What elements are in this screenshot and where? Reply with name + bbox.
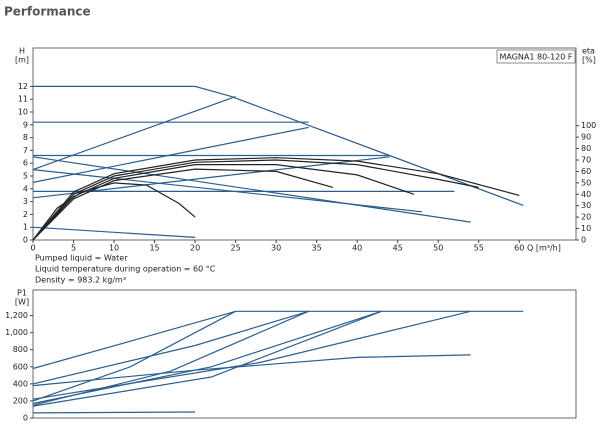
curve bbox=[33, 85, 524, 206]
plot-frame bbox=[32, 289, 577, 419]
y-tick-label: 11 bbox=[18, 95, 28, 104]
curve bbox=[32, 159, 479, 241]
x-tick-label: 15 bbox=[149, 244, 159, 253]
y-axis-label: P1 bbox=[17, 289, 27, 298]
x-tick-label: 55 bbox=[474, 244, 484, 253]
y2-tick-label: 90 bbox=[581, 133, 591, 142]
curve bbox=[32, 157, 520, 241]
curve bbox=[32, 164, 415, 241]
page-title: Performance bbox=[4, 5, 91, 19]
curve bbox=[32, 310, 382, 405]
y-tick-label: 0 bbox=[23, 414, 28, 423]
x-tick-label: 0 bbox=[30, 244, 35, 253]
y-tick-label: 8 bbox=[23, 133, 28, 142]
y2-tick-label: 10 bbox=[581, 224, 591, 233]
curve bbox=[32, 96, 236, 171]
x-tick-label: 40 bbox=[352, 244, 362, 253]
x-tick-label: 30 bbox=[271, 244, 281, 253]
y-axis-unit: [W] bbox=[15, 298, 29, 307]
y-tick-label: 1 bbox=[23, 223, 28, 232]
note: Liquid temperature during operation = 60… bbox=[35, 265, 216, 274]
curve bbox=[32, 310, 524, 370]
x-tick-label: 20 bbox=[190, 244, 200, 253]
y-tick-label: 800 bbox=[13, 345, 28, 354]
y-tick-label: 2 bbox=[23, 210, 28, 219]
note: Pumped liquid = Water bbox=[35, 254, 128, 263]
x-tick-label: 45 bbox=[393, 244, 403, 253]
y-tick-label: 400 bbox=[13, 379, 28, 388]
y-tick-label: 3 bbox=[23, 197, 28, 206]
curve bbox=[32, 168, 334, 241]
y2-tick-label: 60 bbox=[581, 167, 591, 176]
y2-tick-label: 20 bbox=[581, 213, 591, 222]
y-axis-label: H bbox=[19, 47, 25, 56]
y-tick-label: 9 bbox=[23, 120, 28, 129]
x-tick-label: 5 bbox=[71, 244, 76, 253]
y-tick-label: 7 bbox=[23, 146, 28, 155]
model-box bbox=[496, 49, 576, 64]
y2-tick-label: 30 bbox=[581, 201, 591, 210]
y-tick-label: 200 bbox=[13, 396, 28, 405]
y-axis-unit: [m] bbox=[15, 56, 29, 65]
y-tick-label: 5 bbox=[23, 172, 28, 181]
y2-tick-label: 50 bbox=[581, 178, 591, 187]
y-tick-label: 12 bbox=[18, 82, 28, 91]
x-axis-label: Q [m³/h] bbox=[527, 244, 561, 253]
y2-tick-label: 100 bbox=[581, 121, 596, 130]
y2-tick-label: 0 bbox=[581, 236, 586, 245]
y-tick-label: 1,000 bbox=[5, 328, 28, 337]
note: Density = 983.2 kg/m³ bbox=[35, 276, 126, 285]
y2-tick-label: 70 bbox=[581, 156, 591, 165]
curve bbox=[32, 354, 471, 387]
curve bbox=[32, 310, 236, 402]
curve bbox=[32, 310, 309, 385]
plot-frame bbox=[32, 47, 577, 241]
curve bbox=[32, 156, 471, 223]
y-tick-label: 1,200 bbox=[5, 311, 28, 320]
y2-tick-label: 80 bbox=[581, 144, 591, 153]
y-tick-label: 6 bbox=[23, 159, 28, 168]
y2-tick-label: 40 bbox=[581, 190, 591, 199]
curve bbox=[32, 310, 309, 406]
x-tick-label: 50 bbox=[433, 244, 443, 253]
y-tick-label: 4 bbox=[23, 184, 28, 193]
curve bbox=[32, 226, 196, 238]
x-tick-label: 10 bbox=[109, 244, 119, 253]
x-tick-label: 35 bbox=[312, 244, 322, 253]
y2-axis-unit: [%] bbox=[582, 56, 596, 65]
curve bbox=[32, 310, 471, 400]
y-tick-label: 0 bbox=[23, 236, 28, 245]
y-tick-label: 10 bbox=[18, 108, 28, 117]
curve bbox=[32, 411, 196, 414]
curve bbox=[32, 310, 382, 407]
curve bbox=[32, 169, 423, 213]
y2-axis-label: eta bbox=[582, 47, 595, 56]
curve bbox=[32, 182, 196, 241]
model-label: MAGNA1 80-120 F bbox=[499, 53, 572, 62]
x-tick-label: 25 bbox=[231, 244, 241, 253]
x-tick-label: 60 bbox=[514, 244, 524, 253]
y-tick-label: 600 bbox=[13, 362, 28, 371]
